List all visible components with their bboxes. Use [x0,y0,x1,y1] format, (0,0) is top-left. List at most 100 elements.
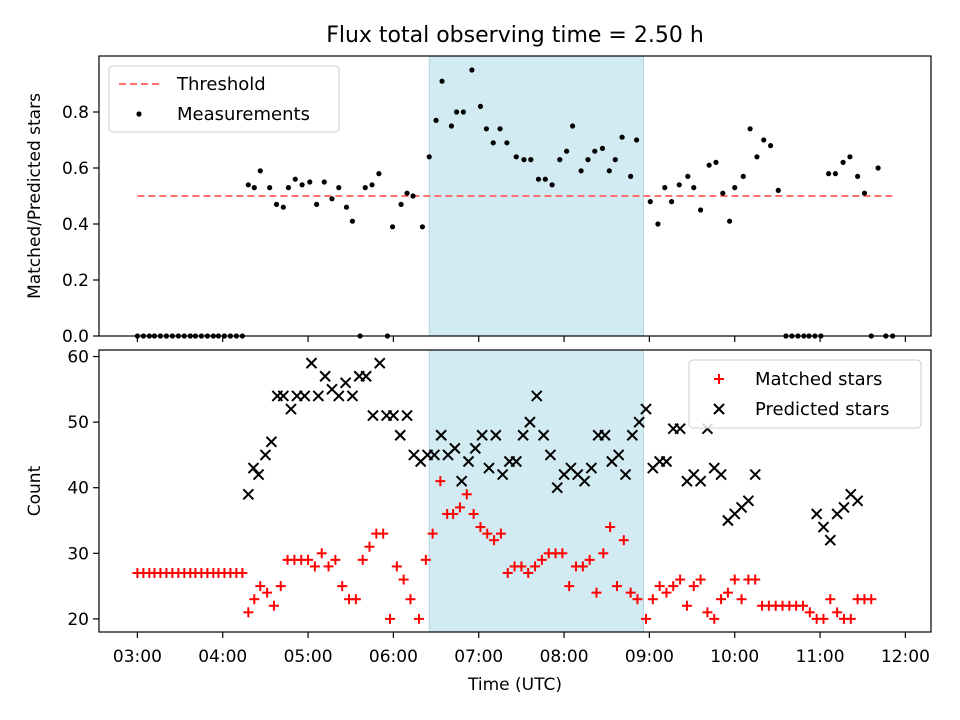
predicted-mark-b [640,403,652,415]
measurement-point [875,165,881,171]
matched-point [702,607,713,618]
measurement-point [732,185,738,191]
measurement-point [398,201,404,207]
measurement-point [410,193,416,199]
predicted-point [298,390,311,402]
predicted-point [599,429,611,441]
bottom-panel: 20 30 40 50 60 03:00 04:00 05:00 06:00 07:00 08:00… [25,348,932,695]
measurement-point [469,67,475,73]
matched-point [330,554,341,565]
predicted-mark-b [490,429,502,441]
matched-point [564,581,575,592]
predicted-point [252,468,265,481]
measurement-point [557,157,563,163]
predicted-point [435,429,447,441]
predicted-point [285,403,297,415]
matched-point [654,581,665,592]
legend-measurement-swatch [136,111,142,117]
predicted-mark-b [817,521,830,533]
predicted-point [694,475,707,487]
predicted-mark-b [252,468,265,481]
shaded-span [429,350,644,632]
predicted-mark-b [599,429,611,441]
measurement-point [292,176,298,182]
x-tick-label: 07:00 [454,647,503,667]
matched-point [502,567,513,578]
legend-box [108,65,340,133]
matched-point [268,600,279,611]
predicted-point [462,455,475,468]
measurement-point [521,157,527,163]
predicted-mark-b [585,462,598,474]
predicted-point [360,370,372,382]
matched-point [378,528,389,539]
measurement-point [329,196,335,202]
matched-point [832,607,843,618]
predicted-point [838,501,850,514]
x-tick-label: 04:00 [198,647,247,667]
matched-point [337,581,348,592]
measurement-point [861,190,868,196]
legend: Threshold Measurements [108,65,340,133]
predicted-mark-b [367,409,379,422]
predicted-mark-b [524,416,536,428]
matched-point [640,613,651,624]
predicted-mark-b [462,455,475,468]
measurement-point [245,182,251,188]
matched-point [709,613,720,624]
predicted-point [394,429,406,441]
predicted-point [333,390,345,402]
measurement-point [698,207,704,213]
measurement-point [606,168,612,174]
matched-point [316,548,327,559]
measurement-point [564,148,570,154]
matched-point [688,581,699,592]
matched-point [798,600,808,611]
matched-point [647,594,658,605]
predicted-point [449,442,461,455]
predicted-mark-b [544,449,557,461]
x-tick-label: 12:00 [881,647,930,667]
measurement-point [299,182,305,188]
predicted-mark-b [408,449,420,461]
measurement-point [767,143,774,149]
top-panel: 0.0 0.2 0.4 0.6 0.8 Matched/Predicted stars Th… [25,55,932,347]
measurement-point [713,159,719,165]
measurement-point [840,159,846,165]
predicted-mark-b [394,429,406,441]
matched-point [716,594,727,605]
predicted-mark-b [749,468,761,481]
matched-point [618,535,629,546]
matched-point [605,522,616,533]
predicted-mark-b [242,488,255,500]
matched-point [249,594,260,605]
y-axis-label: Matched/Predicted stars [25,93,45,299]
predicted-point [544,449,557,461]
matched-point [454,502,465,513]
predicted-point [537,429,550,441]
matched-point [750,574,761,585]
matched-point [435,476,446,487]
matched-point [577,561,588,572]
measurement-point [570,123,576,129]
matched-point [825,594,836,605]
predicted-point [367,409,379,422]
predicted-mark-b [435,429,447,441]
matched-point [482,528,493,539]
predicted-mark-b [845,488,857,500]
x-tick-label: 11:00 [796,647,845,667]
predicted-mark-b [298,390,311,402]
matched-point [729,574,740,585]
predicted-mark-b [537,429,550,441]
predicted-point [517,429,529,441]
measurement-point [528,157,534,163]
predicted-mark-b [578,475,591,487]
predicted-mark-b [469,442,482,455]
predicted-mark-b [326,383,338,396]
measurement-point [497,126,503,132]
predicted-mark-b [742,495,755,507]
y-tick-label: 0.8 [62,103,89,123]
matched-point [475,522,486,533]
predicted-mark-b [688,468,700,481]
